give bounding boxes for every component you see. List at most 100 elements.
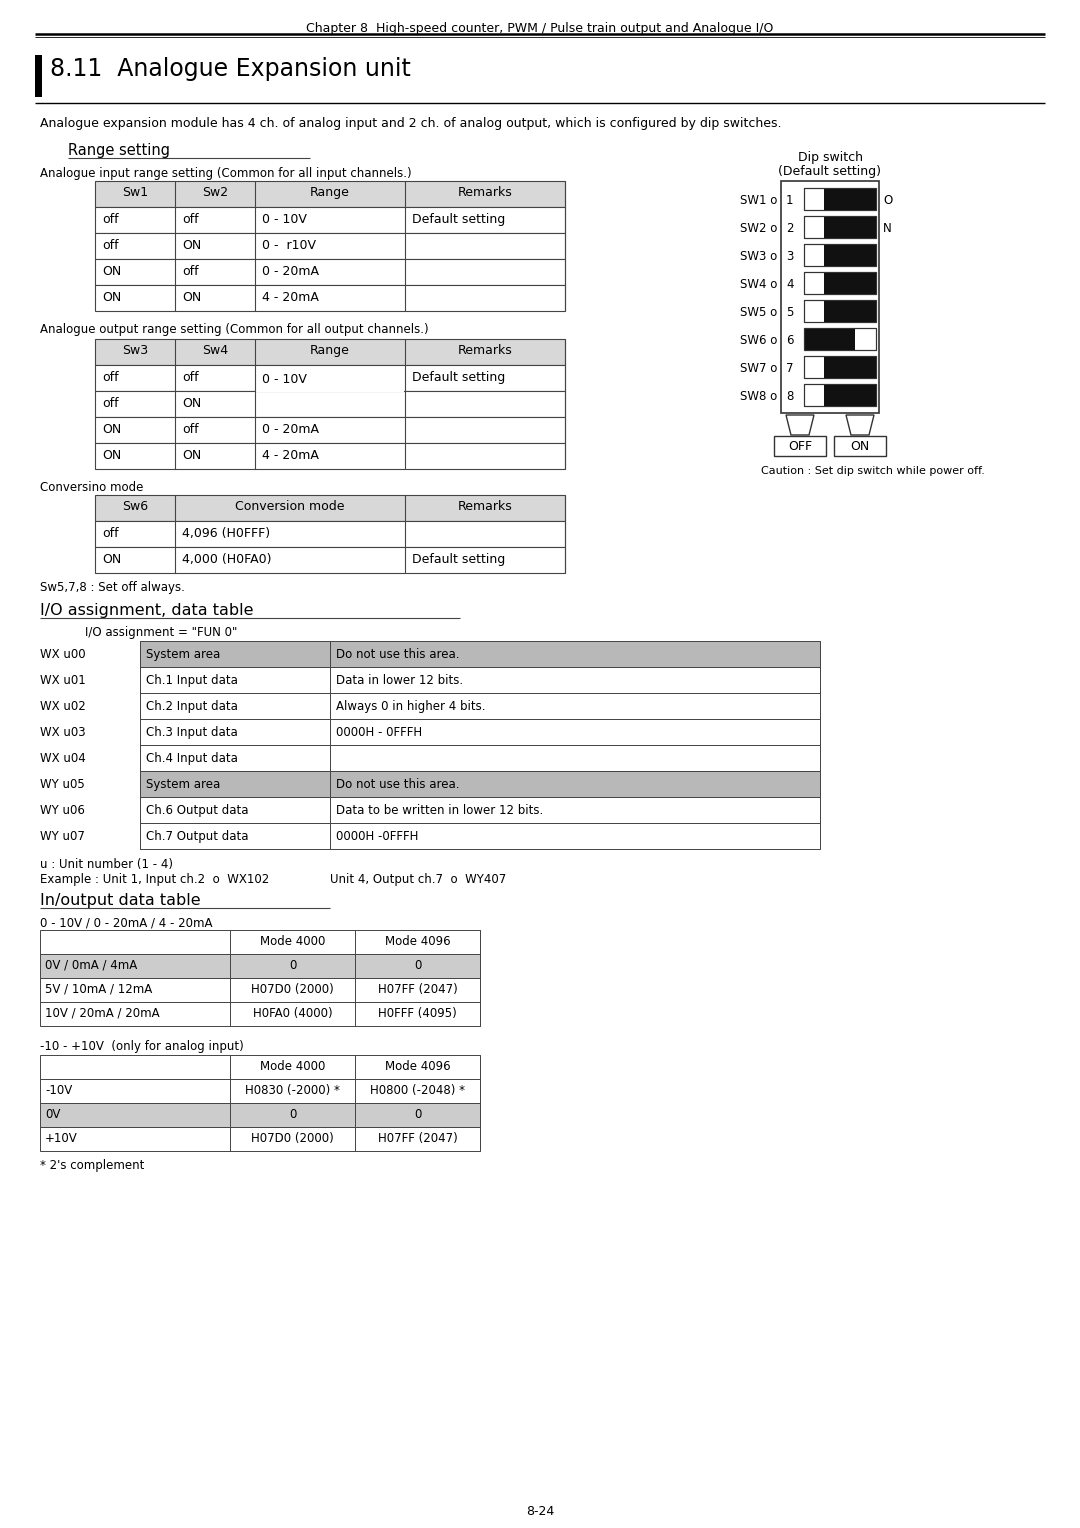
Bar [804, 356, 876, 377]
Text: Sw3: Sw3 [122, 344, 148, 358]
Text: Sw5,7,8 : Set off always.: Sw5,7,8 : Set off always. [40, 581, 185, 594]
Text: Data in lower 12 bits.: Data in lower 12 bits. [336, 674, 463, 688]
Bar [40, 1128, 480, 1151]
Bar [330, 798, 820, 824]
Bar [804, 188, 876, 209]
Bar [95, 339, 565, 365]
Text: 0V / 0mA / 4mA: 0V / 0mA / 4mA [45, 960, 137, 972]
Text: Dip switch: Dip switch [797, 151, 863, 163]
Text: Unit 4, Output ch.7  o  WY407: Unit 4, Output ch.7 o WY407 [330, 872, 507, 886]
Text: Ch.1 Input data: Ch.1 Input data [146, 674, 238, 688]
Text: 4,000 (H0FA0): 4,000 (H0FA0) [183, 553, 271, 565]
Text: Ch.4 Input data: Ch.4 Input data [146, 752, 238, 766]
Text: 4,096 (H0FFF): 4,096 (H0FFF) [183, 527, 270, 539]
Bar [95, 521, 565, 547]
Text: Always 0 in higher 4 bits.: Always 0 in higher 4 bits. [336, 700, 486, 714]
Bar [781, 180, 879, 413]
Bar [140, 798, 330, 824]
Text: 0V: 0V [45, 1108, 60, 1122]
Bar [856, 330, 875, 348]
Text: ON: ON [183, 290, 201, 304]
Text: 0: 0 [414, 960, 421, 972]
Text: O: O [883, 194, 892, 206]
Text: ON: ON [102, 264, 121, 278]
Text: 0 - 10V: 0 - 10V [262, 373, 307, 387]
Text: off: off [183, 212, 199, 226]
Text: Sw2: Sw2 [202, 186, 228, 199]
Bar [140, 642, 330, 668]
Text: Ch.3 Input data: Ch.3 Input data [146, 726, 238, 740]
Text: SW8 o: SW8 o [740, 390, 777, 403]
Text: 5: 5 [786, 306, 794, 319]
Bar [40, 978, 480, 1002]
Text: H0830 (-2000) *: H0830 (-2000) * [245, 1083, 340, 1097]
Text: SW7 o: SW7 o [740, 362, 777, 374]
Text: ON: ON [183, 238, 201, 252]
Bar [834, 435, 886, 455]
Text: ON: ON [102, 290, 121, 304]
Text: ON: ON [183, 397, 201, 410]
Text: 10V / 20mA / 20mA: 10V / 20mA / 20mA [45, 1007, 160, 1021]
Bar [804, 329, 876, 350]
Bar [804, 215, 876, 238]
Bar [330, 668, 820, 694]
Bar [804, 299, 876, 322]
Text: WX u04: WX u04 [40, 752, 85, 766]
Bar [824, 244, 876, 266]
Text: 0 -  r10V: 0 - r10V [262, 238, 316, 252]
Bar [774, 435, 826, 455]
Text: H07D0 (2000): H07D0 (2000) [252, 1132, 334, 1144]
Text: 4 - 20mA: 4 - 20mA [262, 290, 319, 304]
Text: 4 - 20mA: 4 - 20mA [262, 449, 319, 461]
Text: N: N [883, 222, 892, 235]
Bar [140, 694, 330, 720]
Bar [140, 720, 330, 746]
Bar [824, 299, 876, 322]
Text: Range: Range [310, 186, 350, 199]
Bar [804, 272, 876, 293]
Bar [140, 746, 330, 772]
Text: ON: ON [850, 440, 869, 452]
Bar [824, 384, 876, 406]
Text: Remarks: Remarks [458, 344, 512, 358]
Text: u : Unit number (1 - 4): u : Unit number (1 - 4) [40, 859, 173, 871]
Bar [330, 694, 820, 720]
Text: off: off [183, 371, 199, 384]
Bar [804, 215, 876, 238]
Bar [804, 329, 855, 350]
Text: WX u03: WX u03 [40, 726, 85, 740]
Bar [140, 668, 330, 694]
Bar [95, 443, 565, 469]
Bar [330, 824, 820, 850]
Bar [824, 215, 876, 238]
Text: Ch.6 Output data: Ch.6 Output data [146, 804, 248, 817]
Text: ON: ON [102, 449, 121, 461]
Text: Caution : Set dip switch while power off.: Caution : Set dip switch while power off… [761, 466, 985, 477]
Text: ON: ON [183, 449, 201, 461]
Text: off: off [102, 238, 119, 252]
Bar [40, 1079, 480, 1103]
Text: +10V: +10V [45, 1132, 78, 1144]
Text: In/output data table: In/output data table [40, 892, 201, 908]
Bar [804, 244, 876, 266]
Bar [40, 953, 480, 978]
Text: WY u05: WY u05 [40, 778, 84, 792]
Text: Do not use this area.: Do not use this area. [336, 778, 459, 792]
Text: off: off [183, 423, 199, 435]
Text: Range setting: Range setting [68, 144, 170, 157]
Text: I/O assignment = "FUN 0": I/O assignment = "FUN 0" [85, 626, 238, 639]
Text: H07FF (2047): H07FF (2047) [378, 983, 457, 996]
Text: Default setting: Default setting [411, 212, 505, 226]
Text: Ch.7 Output data: Ch.7 Output data [146, 830, 248, 843]
Text: 8: 8 [786, 390, 794, 403]
Text: 0: 0 [414, 1108, 421, 1122]
Text: Conversino mode: Conversino mode [40, 481, 144, 494]
Bar [95, 495, 565, 521]
Text: WX u01: WX u01 [40, 674, 85, 688]
Text: WX u00: WX u00 [40, 648, 85, 662]
Bar [95, 286, 565, 312]
Text: Sw4: Sw4 [202, 344, 228, 358]
Text: Mode 4000: Mode 4000 [260, 935, 325, 947]
Bar [95, 180, 565, 206]
Text: SW6 o: SW6 o [740, 335, 777, 347]
